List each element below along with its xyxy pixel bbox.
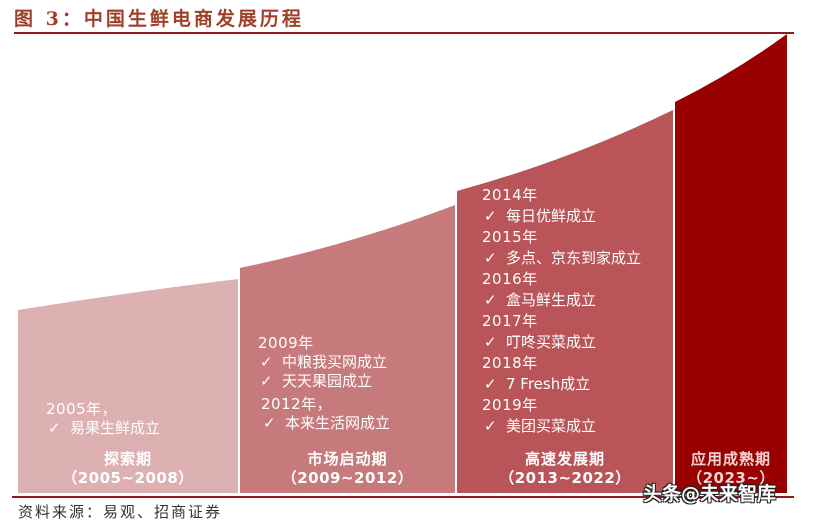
phase-2-events: 2009年 ✓ 中粮我买网成立 ✓ 天天果园成立 2012年， ✓ 本来生活网成立	[258, 334, 390, 433]
event-item: ✓ 天天果园成立	[260, 372, 373, 390]
event-item: ✓ 盒马鲜生成立	[484, 291, 597, 309]
check-icon: ✓	[48, 419, 61, 437]
phase-1-events: 2005年， ✓ 易果生鲜成立	[46, 400, 160, 438]
check-icon: ✓	[484, 375, 497, 393]
event-year: 2017年	[482, 312, 538, 330]
check-icon: ✓	[263, 414, 276, 432]
source-note: 资料来源：易观、招商证券	[18, 503, 223, 521]
event-item: ✓ 多点、京东到家成立	[484, 249, 642, 267]
event-item: ✓ 叮咚买菜成立	[484, 333, 597, 351]
phase-1-label: 探索期 （2005~2008）	[18, 450, 238, 488]
check-icon: ✓	[484, 333, 497, 351]
event-item: ✓ 每日优鲜成立	[484, 207, 597, 225]
event-year: 2009年	[258, 334, 314, 352]
phase-name: 市场启动期	[307, 450, 388, 468]
check-icon: ✓	[484, 417, 497, 435]
event-year: 2019年	[482, 396, 538, 414]
phase-range: （2023~）	[687, 469, 775, 487]
phase-name: 高速发展期	[524, 450, 605, 468]
phase-4-block	[675, 34, 787, 493]
event-item: ✓ 本来生活网成立	[263, 414, 391, 432]
check-icon: ✓	[260, 353, 273, 371]
title-divider	[14, 32, 794, 34]
phase-3-label: 高速发展期 （2013~2022）	[457, 450, 673, 488]
event-item: ✓ 中粮我买网成立	[260, 353, 388, 371]
bottom-divider	[12, 496, 794, 498]
phase-range: （2009~2012）	[281, 469, 414, 487]
event-year: 2015年	[482, 228, 538, 246]
phase-4-label: 应用成熟期 （2023~）	[675, 450, 787, 488]
phase-3-block	[457, 110, 673, 493]
phase-range: （2013~2022）	[499, 469, 631, 487]
event-year: 2005年，	[46, 400, 118, 418]
phase-2-block	[240, 205, 455, 493]
event-year: 2012年，	[261, 395, 333, 413]
phase-3-events: 2014年 ✓ 每日优鲜成立 2015年 ✓ 多点、京东到家成立 2016年 ✓ 盒马…	[482, 185, 641, 437]
phase-2-label: 市场启动期 （2009~2012）	[240, 450, 455, 488]
check-icon: ✓	[484, 249, 497, 267]
watermark: 头条@未来智库	[643, 483, 777, 505]
check-icon: ✓	[484, 291, 497, 309]
check-icon: ✓	[484, 207, 497, 225]
event-item: ✓ 美团买菜成立	[484, 417, 597, 435]
event-item: ✓ 易果生鲜成立	[48, 419, 161, 437]
check-icon: ✓	[260, 372, 273, 390]
event-year: 2018年	[482, 354, 538, 372]
event-year: 2016年	[482, 270, 538, 288]
phase-1-block	[18, 279, 238, 493]
phase-name: 应用成熟期	[690, 450, 771, 468]
phase-range: （2005~2008）	[62, 469, 194, 487]
event-year: 2014年	[482, 186, 538, 204]
figure-title: 图 3：中国生鲜电商发展历程	[14, 8, 304, 30]
phase-name: 探索期	[103, 450, 152, 468]
event-item: ✓ 7 Fresh成立	[484, 375, 591, 393]
